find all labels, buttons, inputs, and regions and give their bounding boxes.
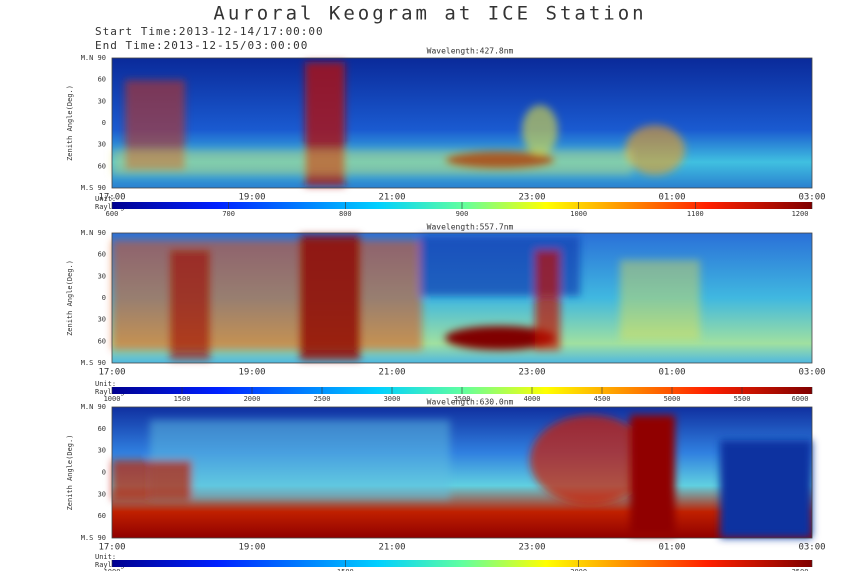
wavelength-label: Wavelength:427.8nm: [427, 47, 514, 56]
colorbar-tick-label: 900: [456, 210, 469, 218]
y-tick-label: M.S 90: [81, 534, 106, 542]
y-axis-label: Zenith Angle(Deg.): [66, 435, 74, 511]
y-tick-label: 0: [102, 119, 106, 127]
keogram-image-557: [112, 233, 812, 363]
y-tick-label: 60: [98, 162, 106, 170]
colorbar-tick-label: 1100: [687, 210, 704, 218]
x-tick-label: 01:00: [658, 368, 685, 378]
x-tick-label: 21:00: [378, 368, 405, 378]
colorbar-tick-label: 1200: [792, 210, 809, 218]
wavelength-label: Wavelength:557.7nm: [427, 223, 514, 232]
colorbar-tick-label: 800: [339, 210, 352, 218]
y-tick-label: 30: [98, 97, 106, 105]
y-axis-label: Zenith Angle(Deg.): [66, 85, 74, 161]
x-tick-label: 03:00: [798, 193, 825, 203]
start-time: Start Time:2013-12-14/17:00:00: [95, 25, 324, 38]
x-tick-label: 19:00: [238, 368, 265, 378]
y-tick-label: 30: [98, 272, 106, 280]
y-tick-label: M.S 90: [81, 359, 106, 367]
x-tick-label: 01:00: [658, 543, 685, 553]
colorbar-tick-label: 2000: [244, 395, 261, 403]
y-tick-label: 30: [98, 447, 106, 455]
y-tick-label: 60: [98, 425, 106, 433]
y-tick-label: M.N 90: [81, 54, 106, 62]
colorbar-tick-label: 3000: [384, 395, 401, 403]
colorbar-tick-label: 5500: [734, 395, 751, 403]
x-tick-label: 03:00: [798, 368, 825, 378]
wavelength-label: Wavelength:630.0nm: [427, 398, 514, 407]
colorbar-tick-label: 700: [222, 210, 235, 218]
colorbar-tick-label: 1000: [570, 210, 587, 218]
y-tick-label: M.N 90: [81, 403, 106, 411]
y-tick-label: 30: [98, 316, 106, 324]
x-tick-label: 21:00: [378, 543, 405, 553]
x-tick-label: 17:00: [98, 368, 125, 378]
colorbar-tick-label: 6000: [792, 395, 809, 403]
y-tick-label: 60: [98, 337, 106, 345]
y-tick-label: 30: [98, 490, 106, 498]
x-tick-label: 23:00: [518, 193, 545, 203]
x-tick-label: 03:00: [798, 543, 825, 553]
unit-label: Unit:: [95, 553, 116, 561]
colorbar-tick-label: 1500: [174, 395, 191, 403]
y-tick-label: M.N 90: [81, 229, 106, 237]
keogram-image-427: [112, 58, 812, 188]
colorbar-tick-label: 4500: [594, 395, 611, 403]
unit-label: Unit:: [95, 380, 116, 388]
x-tick-label: 19:00: [238, 543, 265, 553]
unit-label: Unit:: [95, 195, 116, 203]
y-tick-label: 0: [102, 294, 106, 302]
figure-title: Auroral Keogram at ICE Station: [213, 3, 646, 25]
x-tick-label: 23:00: [518, 543, 545, 553]
keogram-image-630: [112, 407, 812, 538]
keogram-figure: Auroral Keogram at ICE Station Start Tim…: [0, 0, 844, 571]
colorbar-tick-label: 5000: [664, 395, 681, 403]
y-tick-label: 0: [102, 469, 106, 477]
y-tick-label: 30: [98, 141, 106, 149]
colorbar: [112, 560, 812, 567]
end-time: End Time:2013-12-15/03:00:00: [95, 39, 308, 52]
colorbar-tick-label: 4000: [524, 395, 541, 403]
colorbar-tick-label: 2500: [314, 395, 331, 403]
x-tick-label: 17:00: [98, 543, 125, 553]
y-tick-label: 60: [98, 251, 106, 259]
y-tick-label: M.S 90: [81, 184, 106, 192]
colorbar-tick-label: 600: [106, 210, 119, 218]
x-tick-label: 23:00: [518, 368, 545, 378]
x-tick-label: 21:00: [378, 193, 405, 203]
y-tick-label: 60: [98, 512, 106, 520]
colorbar-tick-label: 1000: [104, 395, 121, 403]
y-tick-label: 60: [98, 76, 106, 84]
x-tick-label: 19:00: [238, 193, 265, 203]
y-axis-label: Zenith Angle(Deg.): [66, 260, 74, 336]
x-tick-label: 01:00: [658, 193, 685, 203]
